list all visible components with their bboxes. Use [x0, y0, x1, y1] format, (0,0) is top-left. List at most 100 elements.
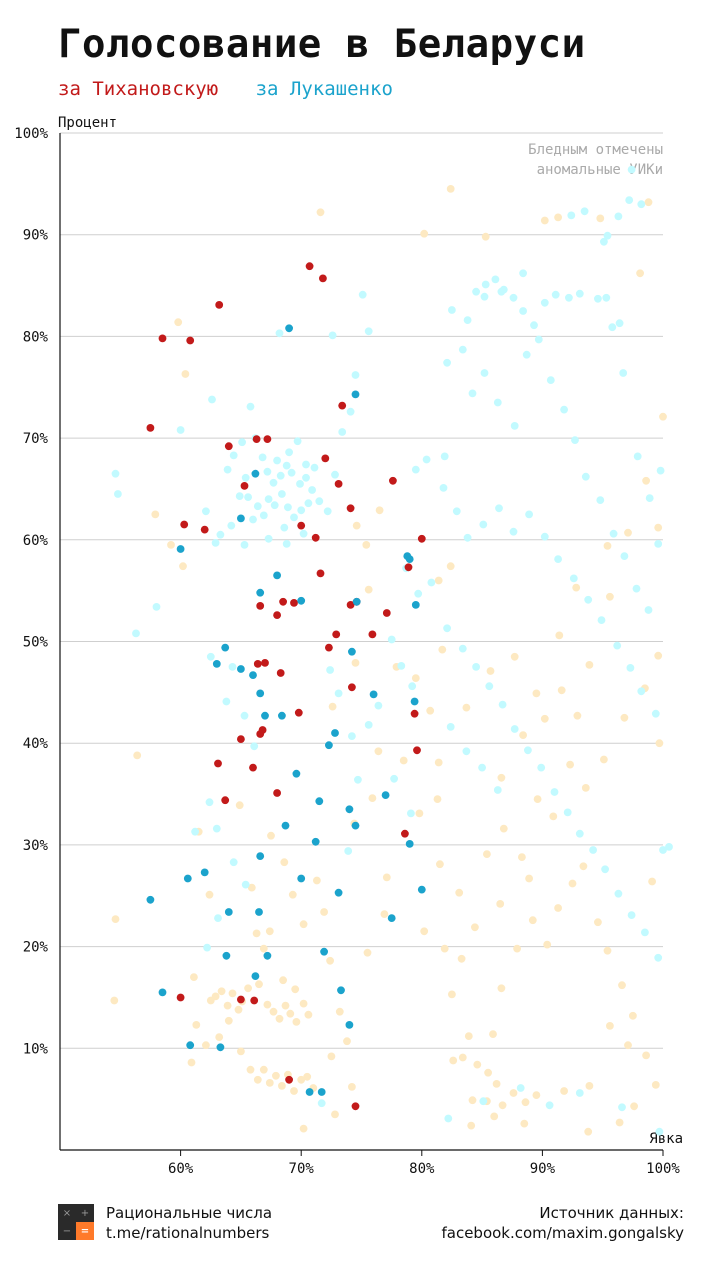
tikhanovskaya-point — [297, 521, 306, 530]
anomalous-tikhanovskaya-point — [518, 853, 526, 861]
lukashenko-point — [315, 797, 324, 806]
anomalous-tikhanovskaya-point — [255, 980, 263, 989]
anomalous-lukashenko-point — [387, 635, 396, 644]
anomalous-tikhanovskaya-point — [585, 1082, 594, 1090]
anomalous-lukashenko-point — [229, 858, 238, 867]
anomalous-tikhanovskaya-point — [292, 1018, 301, 1026]
anomalous-lukashenko-point — [601, 865, 609, 874]
rational-numbers-logo: × + − = — [58, 1204, 94, 1240]
anomalous-tikhanovskaya-point — [280, 858, 289, 867]
anomalous-lukashenko-point — [516, 1084, 525, 1092]
scatter-chart: 10% 20% 30% 40% 50% 60% 70% 80% 90% 100% 60% 70% 80%… — [14, 115, 683, 1177]
anomalous-lukashenko-point — [637, 200, 646, 209]
anomalous-lukashenko-point — [263, 467, 272, 476]
anomalous-lukashenko-point — [627, 911, 636, 919]
lukashenko-point — [311, 837, 320, 846]
anomalous-tikhanovskaya-point — [549, 812, 558, 821]
anomalous-tikhanovskaya-point — [335, 1007, 344, 1016]
anomalous-tikhanovskaya-point — [205, 890, 214, 899]
tikhanovskaya-point — [273, 611, 281, 619]
anomalous-lukashenko-point — [444, 1114, 453, 1123]
anomalous-lukashenko-point — [176, 426, 185, 434]
anomalous-lukashenko-point — [439, 484, 448, 492]
lukashenko-point — [281, 821, 290, 830]
lukashenko-point — [158, 988, 167, 997]
logo-minus-icon: − — [62, 1225, 72, 1237]
tikhanovskaya-point — [338, 401, 347, 410]
anomalous-lukashenko-point — [216, 530, 225, 539]
anomalous-tikhanovskaya-point — [265, 1079, 274, 1087]
tikhanovskaya-point — [351, 1102, 360, 1111]
anomalous-tikhanovskaya-point — [654, 651, 663, 660]
lukashenko-point — [325, 741, 333, 750]
anomalous-tikhanovskaya-point — [362, 541, 371, 549]
anomalous-lukashenko-point — [348, 732, 356, 740]
anomalous-tikhanovskaya-point — [174, 318, 183, 327]
anomalous-tikhanovskaya-point — [525, 874, 533, 883]
brand-link[interactable]: t.me/rationalnumbers — [106, 1224, 270, 1242]
lukashenko-point — [256, 852, 265, 860]
anomalous-tikhanovskaya-point — [448, 990, 456, 999]
anomalous-tikhanovskaya-point — [449, 1056, 458, 1065]
anomalous-tikhanovskaya-point — [585, 661, 594, 669]
anomalous-tikhanovskaya-point — [492, 1080, 501, 1088]
x-axis-label: Явка — [649, 1131, 683, 1147]
tikhanovskaya-point — [279, 597, 287, 606]
tikhanovskaya-point — [215, 301, 224, 309]
anomalous-lukashenko-point — [427, 578, 436, 587]
anomalous-lukashenko-point — [334, 689, 343, 698]
anomalous-lukashenko-point — [346, 407, 355, 416]
tikhanovskaya-point — [382, 609, 391, 617]
anomalous-tikhanovskaya-point — [374, 747, 383, 756]
anomalous-lukashenko-point — [608, 323, 617, 332]
anomalous-tikhanovskaya-point — [316, 208, 325, 217]
anomalous-lukashenko-point — [596, 496, 605, 504]
anomalous-lukashenko-point — [344, 847, 353, 855]
anomalous-tikhanovskaya-point — [202, 1041, 210, 1050]
anomalous-tikhanovskaya-point — [642, 476, 650, 485]
anomalous-lukashenko-point — [407, 809, 415, 818]
anomalous-lukashenko-point — [472, 287, 480, 296]
anomalous-lukashenko-point — [323, 507, 332, 516]
anomalous-tikhanovskaya-point — [496, 900, 505, 908]
anomalous-tikhanovskaya-point — [446, 562, 455, 571]
anomalous-tikhanovskaya-point — [636, 269, 644, 278]
tikhanovskaya-point — [180, 520, 189, 529]
anomalous-tikhanovskaya-point — [483, 850, 491, 858]
anomalous-lukashenko-point — [654, 953, 663, 962]
anomalous-lukashenko-point — [537, 763, 546, 772]
anomalous-tikhanovskaya-point — [434, 758, 443, 767]
anomalous-lukashenko-point — [408, 682, 417, 691]
tikhanovskaya-point — [250, 996, 259, 1005]
anomalous-tikhanovskaya-point — [499, 824, 508, 833]
tikhanovskaya-point — [214, 759, 222, 768]
anomalous-tikhanovskaya-point — [615, 1118, 624, 1127]
anomalous-tikhanovskaya-point — [438, 645, 447, 654]
tikhanovskaya-point — [410, 709, 419, 718]
anomalous-lukashenko-point — [463, 533, 472, 542]
anomalous-lukashenko-point — [571, 436, 579, 444]
logo-equals-icon: = — [76, 1222, 94, 1240]
anomalous-lukashenko-point — [214, 914, 222, 922]
anomalous-lukashenko-point — [603, 231, 612, 240]
lukashenko-point — [224, 908, 233, 916]
anomalous-tikhanovskaya-point — [313, 876, 321, 885]
anomalous-lukashenko-point — [287, 468, 296, 477]
lukashenko-point — [351, 821, 360, 830]
legend: за Тихановскую за Лукашенко — [58, 78, 419, 100]
anomalous-lukashenko-point — [212, 824, 221, 833]
lukashenko-point — [237, 665, 245, 673]
y-tick-label: 90% — [23, 228, 49, 244]
anomalous-tikhanovskaya-point — [624, 1041, 632, 1050]
anomalous-lukashenko-point — [443, 358, 451, 367]
anomalous-tikhanovskaya-point — [510, 652, 519, 661]
source-link[interactable]: facebook.com/maxim.gongalsky — [441, 1224, 684, 1242]
anomalous-tikhanovskaya-point — [624, 528, 632, 537]
anomalous-lukashenko-point — [519, 269, 527, 278]
anomalous-lukashenko-point — [479, 520, 488, 529]
tikhanovskaya-point — [224, 442, 233, 451]
anomalous-tikhanovskaya-point — [606, 592, 614, 601]
lukashenko-point — [345, 1021, 354, 1029]
anomalous-lukashenko-point — [241, 880, 250, 889]
anomalous-tikhanovskaya-point — [462, 703, 471, 712]
